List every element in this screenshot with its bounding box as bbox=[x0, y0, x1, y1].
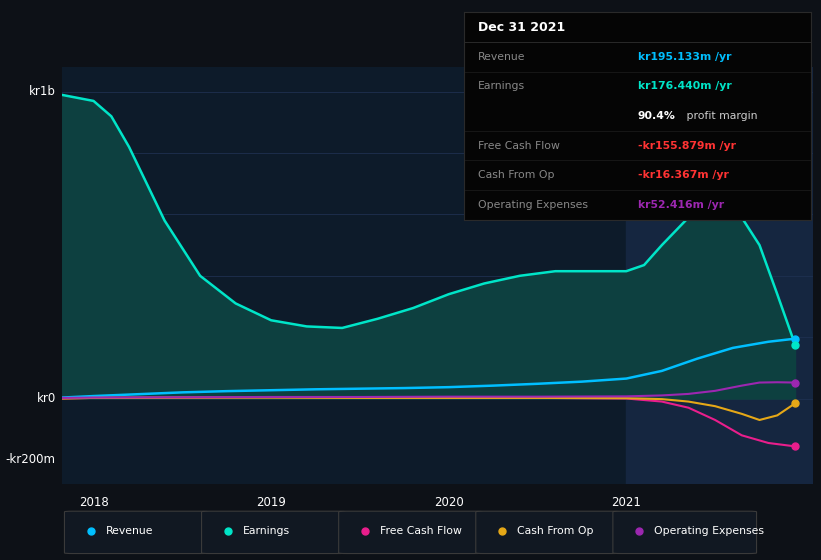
Text: kr52.416m /yr: kr52.416m /yr bbox=[638, 200, 723, 209]
Bar bbox=[626, 67, 813, 484]
Text: profit margin: profit margin bbox=[682, 111, 757, 121]
Text: 2020: 2020 bbox=[433, 496, 464, 508]
Text: Cash From Op: Cash From Op bbox=[478, 170, 554, 180]
Text: -kr155.879m /yr: -kr155.879m /yr bbox=[638, 141, 736, 151]
Text: Cash From Op: Cash From Op bbox=[517, 526, 594, 535]
Text: -kr200m: -kr200m bbox=[6, 454, 56, 466]
FancyBboxPatch shape bbox=[338, 511, 482, 553]
Text: Dec 31 2021: Dec 31 2021 bbox=[478, 21, 565, 34]
Text: 2018: 2018 bbox=[79, 496, 108, 508]
Text: -kr16.367m /yr: -kr16.367m /yr bbox=[638, 170, 728, 180]
FancyBboxPatch shape bbox=[201, 511, 345, 553]
Text: kr0: kr0 bbox=[37, 392, 56, 405]
FancyBboxPatch shape bbox=[64, 511, 208, 553]
Text: Earnings: Earnings bbox=[242, 526, 290, 535]
Text: 90.4%: 90.4% bbox=[638, 111, 676, 121]
FancyBboxPatch shape bbox=[476, 511, 620, 553]
Text: kr195.133m /yr: kr195.133m /yr bbox=[638, 52, 731, 62]
Text: Revenue: Revenue bbox=[105, 526, 153, 535]
Text: Operating Expenses: Operating Expenses bbox=[478, 200, 588, 209]
Text: 2021: 2021 bbox=[612, 496, 641, 508]
Text: Free Cash Flow: Free Cash Flow bbox=[379, 526, 461, 535]
Text: Operating Expenses: Operating Expenses bbox=[654, 526, 764, 535]
Text: 2019: 2019 bbox=[256, 496, 286, 508]
FancyBboxPatch shape bbox=[612, 511, 757, 553]
Text: Free Cash Flow: Free Cash Flow bbox=[478, 141, 560, 151]
Text: Earnings: Earnings bbox=[478, 81, 525, 91]
Text: kr1b: kr1b bbox=[29, 85, 56, 98]
Text: Revenue: Revenue bbox=[478, 52, 525, 62]
Text: kr176.440m /yr: kr176.440m /yr bbox=[638, 81, 732, 91]
